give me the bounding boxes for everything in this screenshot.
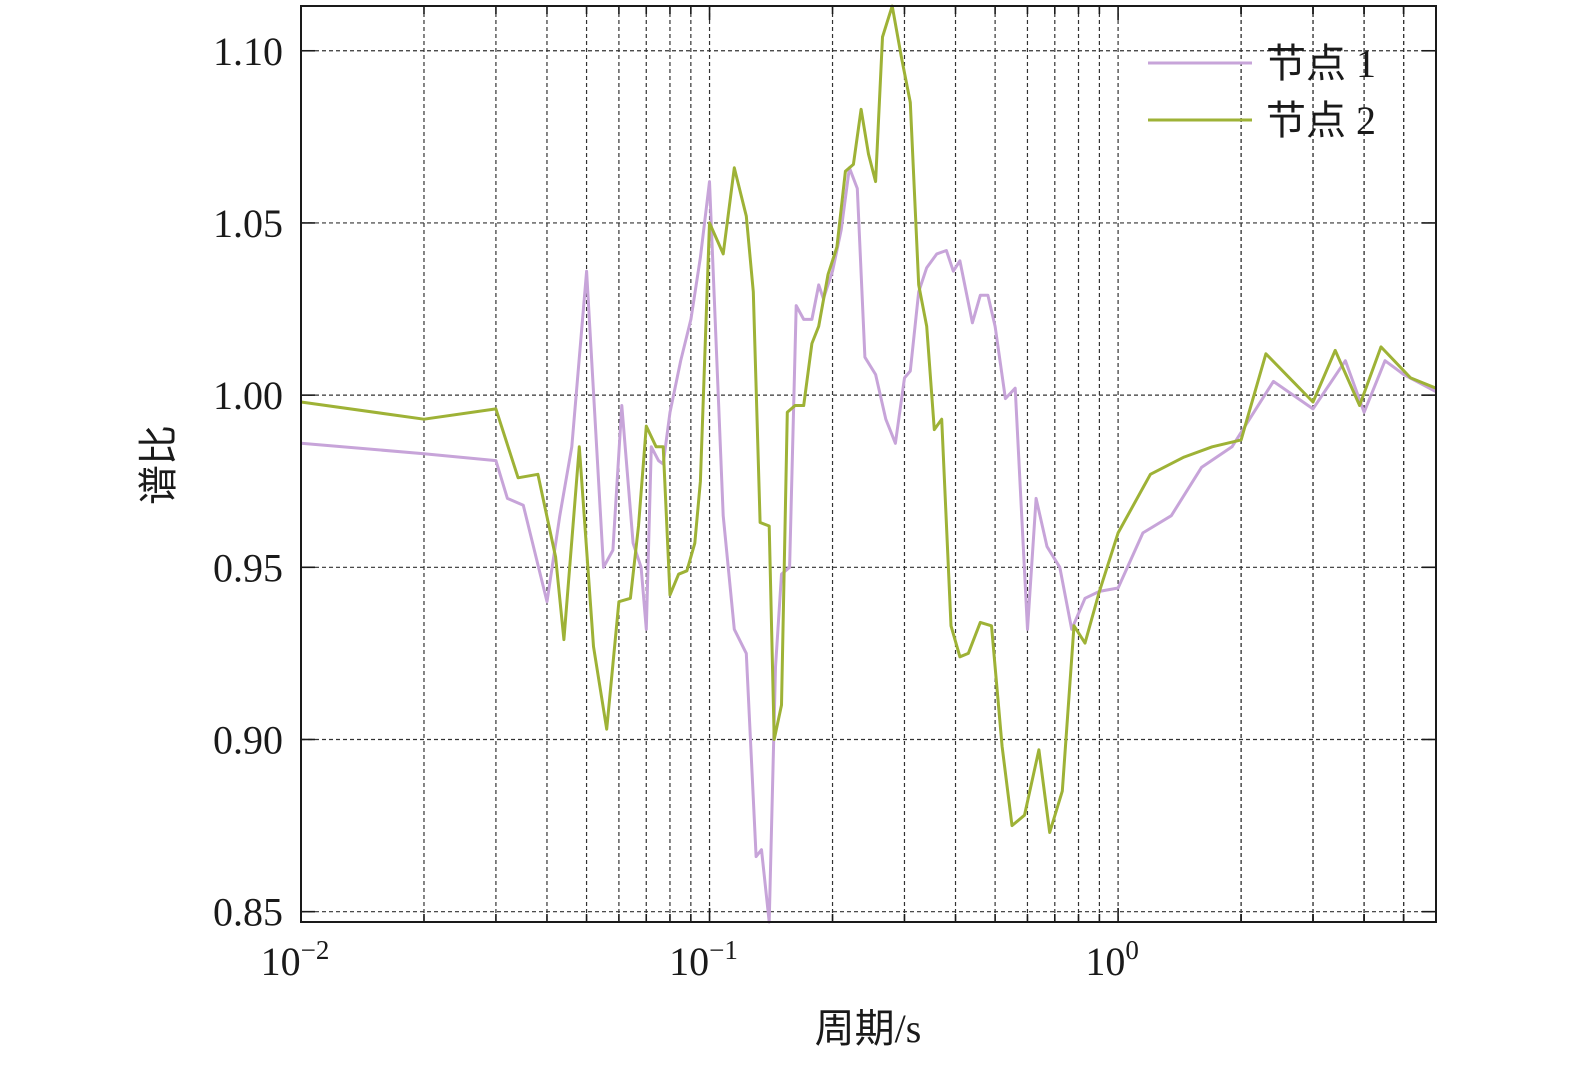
y-tick-label: 1.05 — [213, 201, 283, 246]
y-tick-label: 1.00 — [213, 373, 283, 418]
x-tick-exponent: −2 — [301, 935, 330, 965]
legend-label-2: 节点 2 — [1266, 98, 1376, 143]
x-tick-exponent: 0 — [1125, 935, 1139, 965]
y-axis-title: 谱比 — [136, 425, 181, 505]
series-layer — [300, 4, 1437, 924]
series-line-1 — [300, 166, 1437, 924]
x-tick-label: 100 — [1085, 935, 1139, 984]
plot-frame — [300, 5, 1437, 923]
x-tick-label: 10−2 — [261, 935, 330, 984]
y-tick-label: 0.90 — [213, 717, 283, 762]
tick-marks — [300, 6, 1437, 922]
legend-label-1: 节点 1 — [1266, 41, 1376, 86]
x-axis-title: 周期/s — [815, 1006, 922, 1051]
y-tick-label: 0.85 — [213, 890, 283, 935]
legend: 节点 1 节点 2 — [1148, 41, 1376, 143]
x-tick-base: 10 — [1085, 939, 1125, 984]
y-tick-label: 1.10 — [213, 29, 283, 74]
series-line-2 — [300, 4, 1437, 834]
y-tick-label: 0.95 — [213, 545, 283, 590]
x-tick-base: 10 — [261, 939, 301, 984]
x-tick-base: 10 — [669, 939, 709, 984]
grid-lines — [301, 6, 1436, 922]
x-tick-exponent: −1 — [709, 935, 738, 965]
x-tick-label: 10−1 — [669, 935, 738, 984]
